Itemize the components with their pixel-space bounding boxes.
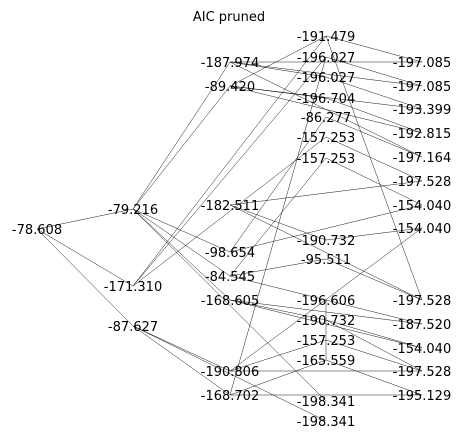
- tree-edge: [325, 319, 423, 372]
- tree-edge: [229, 85, 423, 110]
- node-label: -171.310: [104, 280, 162, 295]
- node-label: -190.806: [201, 365, 259, 380]
- node-label: -154.040: [393, 222, 451, 237]
- tree-edge: [229, 258, 327, 277]
- node-label: -154.040: [393, 342, 451, 357]
- tree-edge: [325, 339, 423, 372]
- node-label: -195.129: [393, 389, 451, 404]
- tree-edge: [132, 208, 231, 301]
- tree-edge: [132, 208, 231, 277]
- node-label: -197.528: [393, 365, 451, 380]
- tree-edge: [229, 116, 327, 253]
- node-label: -154.040: [393, 199, 451, 214]
- tree-edge: [325, 319, 423, 349]
- diagram-title: AIC pruned: [193, 10, 265, 25]
- tree-edge: [132, 208, 327, 402]
- tree-edge: [325, 359, 423, 396]
- tree-edge: [325, 116, 423, 158]
- tree-edge: [325, 56, 423, 87]
- tree-edge: [132, 325, 231, 396]
- tree-edge: [132, 61, 231, 210]
- tree-edge: [325, 35, 423, 63]
- tree-edge: [325, 97, 423, 134]
- node-label: -165.559: [297, 354, 355, 369]
- node-label: -196.606: [297, 294, 355, 309]
- node-label: -157.253: [297, 131, 355, 146]
- tree-edge: [132, 325, 327, 422]
- node-label: -187.974: [201, 56, 259, 71]
- node-label: -197.164: [393, 151, 451, 166]
- tree-edge: [325, 136, 423, 182]
- tree-edge: [132, 325, 231, 372]
- node-label: -168.702: [201, 389, 259, 404]
- node-label: -78.608: [12, 223, 62, 238]
- tree-edge: [229, 204, 327, 241]
- tree-edge: [229, 157, 327, 277]
- node-label: -190.732: [297, 314, 355, 329]
- tree-edge: [325, 299, 423, 325]
- node-label: -157.253: [297, 334, 355, 349]
- tree-edge: [229, 35, 327, 87]
- tree-edge: [325, 258, 423, 301]
- node-label: -98.654: [205, 246, 255, 261]
- tree-edge: [229, 227, 423, 372]
- tree-edge: [132, 56, 327, 287]
- node-label: -197.528: [393, 175, 451, 190]
- node-label: -192.815: [393, 127, 451, 142]
- node-label: -89.420: [205, 80, 255, 95]
- node-label: -190.732: [297, 234, 355, 249]
- tree-edge: [229, 56, 327, 396]
- tree-edge: [229, 61, 327, 78]
- tree-edge: [229, 275, 327, 301]
- tree-edge: [229, 359, 327, 396]
- node-label: -157.253: [297, 152, 355, 167]
- tree-edge: [229, 61, 423, 87]
- node-label: -193.399: [393, 103, 451, 118]
- tree-edge: [36, 208, 134, 230]
- node-label: -87.627: [108, 320, 158, 335]
- node-label: -182.511: [201, 199, 259, 214]
- node-label: -95.511: [301, 253, 351, 268]
- nodes-layer: -78.608 -79.216 -171.310 -87.627 -187.974 -89…: [12, 30, 451, 430]
- node-label: -196.027: [297, 71, 355, 86]
- node-label: -196.027: [297, 51, 355, 66]
- tree-edge: [229, 180, 423, 206]
- node-label: -168.605: [201, 294, 259, 309]
- tree-edge: [325, 76, 423, 110]
- node-label: -198.341: [297, 395, 355, 410]
- tree-edge: [229, 339, 327, 372]
- node-label: -197.528: [393, 294, 451, 309]
- node-label: -196.704: [297, 92, 355, 107]
- node-label: -86.277: [301, 111, 351, 126]
- node-label: -79.216: [108, 203, 158, 218]
- tree-edge: [229, 85, 423, 134]
- tree-edge: [132, 208, 231, 253]
- tree-edge: [36, 228, 134, 327]
- tree-edge: [132, 35, 327, 287]
- tree-edge: [325, 227, 423, 241]
- node-label: -197.085: [393, 80, 451, 95]
- tree-edge: [132, 136, 327, 287]
- node-label: -198.341: [297, 415, 355, 430]
- node-label: -191.479: [297, 30, 355, 45]
- tree-edge: [36, 228, 134, 287]
- tree-edge: [229, 299, 327, 321]
- edges-layer: [36, 35, 423, 422]
- tree-edge: [325, 157, 423, 206]
- tree-edge: [229, 204, 423, 301]
- tree-edge: [325, 35, 423, 301]
- tree-edge: [229, 204, 423, 253]
- node-label: -187.520: [393, 318, 451, 333]
- tree-edge: [132, 85, 231, 210]
- node-label: -84.545: [205, 270, 255, 285]
- node-label: -197.085: [393, 56, 451, 71]
